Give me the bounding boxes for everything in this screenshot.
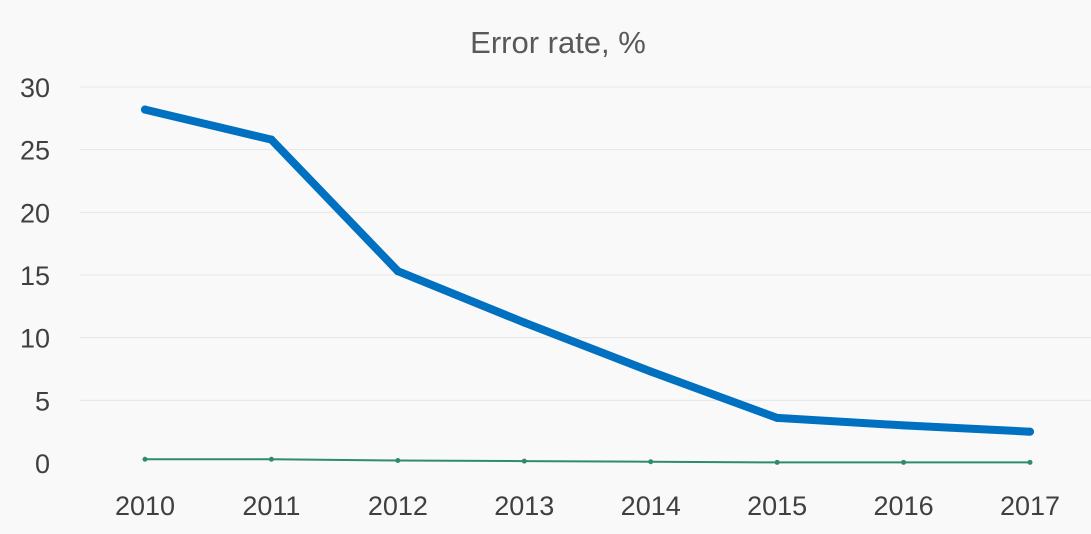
data-point bbox=[648, 459, 654, 465]
data-point bbox=[268, 456, 274, 462]
data-point bbox=[395, 457, 401, 463]
x-tick-label: 2010 bbox=[115, 491, 175, 521]
data-point bbox=[142, 456, 148, 462]
x-tick-label: 2017 bbox=[1000, 491, 1060, 521]
data-point bbox=[901, 459, 907, 465]
x-tick-label: 2012 bbox=[368, 491, 428, 521]
data-point bbox=[646, 367, 655, 376]
y-tick-label: 20 bbox=[20, 198, 50, 228]
data-point bbox=[520, 318, 529, 327]
data-point bbox=[774, 459, 780, 465]
data-point bbox=[899, 421, 908, 430]
data-point bbox=[141, 105, 149, 114]
data-point bbox=[773, 413, 782, 422]
chart-title: Error rate, % bbox=[470, 25, 646, 60]
data-point bbox=[267, 135, 276, 144]
y-tick-label: 5 bbox=[35, 386, 50, 416]
data-point bbox=[393, 267, 402, 276]
y-axis-ticks: 0 5 10 15 20 25 30 bbox=[20, 73, 50, 479]
series-line-secondary bbox=[144, 458, 1031, 464]
y-tick-label: 15 bbox=[20, 261, 50, 291]
y-tick-label: 0 bbox=[35, 449, 50, 479]
data-point bbox=[521, 458, 527, 464]
data-point bbox=[1026, 427, 1034, 436]
x-tick-label: 2014 bbox=[621, 491, 681, 521]
x-tick-label: 2016 bbox=[874, 491, 934, 521]
data-point bbox=[1027, 459, 1033, 465]
series-line-primary bbox=[141, 105, 1034, 436]
y-tick-label: 25 bbox=[20, 136, 50, 166]
gridlines bbox=[80, 86, 1091, 401]
y-tick-label: 10 bbox=[20, 324, 50, 354]
x-tick-label: 2015 bbox=[747, 491, 807, 521]
x-axis-ticks: 2010 2011 2012 2013 2014 2015 2016 2017 bbox=[115, 491, 1060, 521]
x-tick-label: 2011 bbox=[242, 491, 300, 521]
y-tick-label: 30 bbox=[20, 73, 50, 103]
series-lines bbox=[141, 105, 1034, 465]
x-tick-label: 2013 bbox=[494, 491, 554, 521]
